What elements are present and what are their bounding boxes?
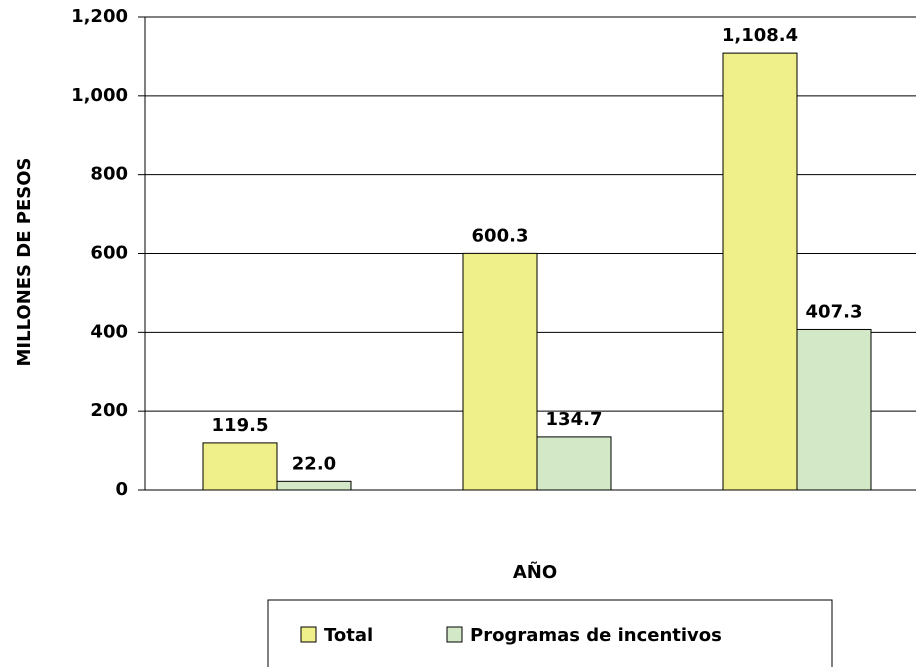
x-axis-label: AÑO <box>513 560 557 583</box>
data-label: 119.5 <box>212 415 269 436</box>
data-label: 600.3 <box>472 225 529 246</box>
bar <box>796 328 872 491</box>
data-label: 407.3 <box>806 301 863 322</box>
legend-swatch <box>446 626 463 643</box>
y-tick-label: 800 <box>90 164 128 185</box>
y-tick-label: 0 <box>115 479 128 500</box>
legend-swatch <box>300 626 317 643</box>
y-tick-label: 1,000 <box>71 85 128 106</box>
y-tick-label: 1,200 <box>71 6 128 27</box>
bar <box>722 52 798 491</box>
bar <box>202 442 278 491</box>
y-tick-label: 400 <box>90 321 128 342</box>
legend-label: Total <box>324 625 373 646</box>
bar <box>536 436 612 491</box>
y-axis-label: MILLONES DE PESOS <box>14 157 35 366</box>
bar <box>462 252 538 491</box>
data-label: 1,108.4 <box>722 25 798 46</box>
y-tick-label: 600 <box>90 243 128 264</box>
data-label: 22.0 <box>292 453 336 474</box>
bar <box>276 480 352 491</box>
y-tick-label: 200 <box>90 400 128 421</box>
data-label: 134.7 <box>546 409 603 430</box>
legend-box <box>267 599 833 667</box>
legend-label: Programas de incentivos <box>470 625 722 646</box>
